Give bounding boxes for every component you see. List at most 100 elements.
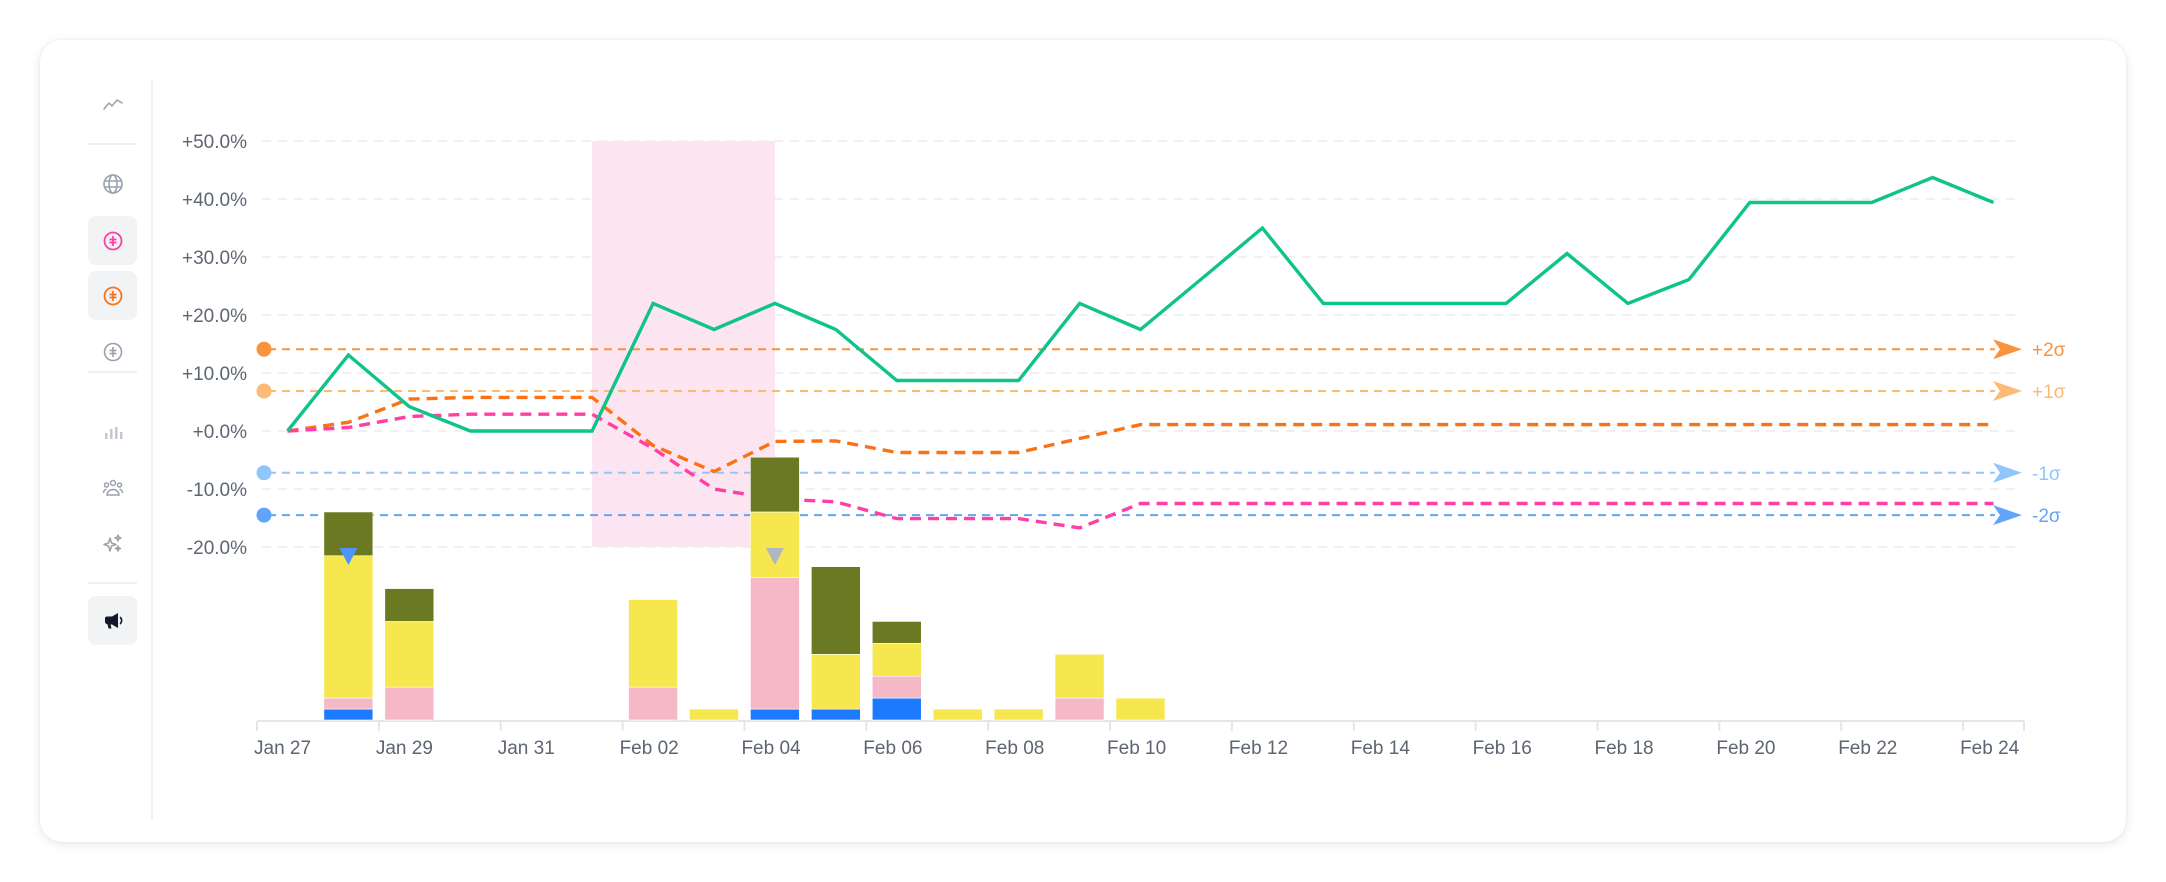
bar-segment-blue (871, 697, 922, 721)
sigma-handle[interactable] (256, 507, 272, 523)
sigma-label: -1σ (2032, 464, 2061, 485)
sidebar-divider (88, 582, 137, 584)
x-tick-label: Jan 29 (376, 738, 433, 759)
sparkles-button[interactable] (88, 519, 137, 568)
sigma-line-plus1sigma[interactable]: +1σ (256, 380, 2066, 403)
sigma-line-plus2sigma[interactable]: +2σ (256, 339, 2066, 361)
bar-segment-yellow (384, 621, 435, 688)
arrow-right-icon (1993, 462, 2022, 483)
sidebar (40, 40, 152, 842)
x-tick-label: Jan 31 (498, 738, 555, 759)
stacked-bar[interactable] (384, 588, 435, 721)
bar-segment-olive (871, 621, 922, 644)
sigma-label: +2σ (2032, 340, 2066, 361)
event-marker-triangle-icon[interactable] (339, 548, 358, 565)
sigma-line-minus2sigma[interactable]: -2σ (256, 505, 2061, 527)
stacked-bar[interactable] (811, 566, 861, 721)
arrow-right-icon (1993, 505, 2022, 526)
sidebar-divider (88, 143, 137, 145)
bar-chart-button[interactable] (88, 406, 137, 455)
x-tick-label: Feb 08 (985, 738, 1044, 759)
pink-split-circle-icon (103, 231, 122, 250)
highlight-range (592, 141, 775, 547)
bar-segment-olive (750, 456, 800, 513)
y-tick-label: +30.0% (182, 248, 247, 269)
bar-segment-pink (1054, 697, 1105, 721)
bar-segment-blue (811, 708, 861, 721)
bar-segment-pink (323, 697, 374, 710)
globe-icon (102, 173, 123, 194)
bar-segment-pink (871, 675, 922, 699)
x-tick-label: Feb 14 (1351, 738, 1411, 759)
bar-segment-olive (384, 588, 435, 622)
bar-segment-yellow (628, 599, 678, 688)
x-tick-label: Jan 27 (254, 738, 311, 759)
sigma-handle[interactable] (256, 341, 272, 357)
bar-segment-yellow (323, 555, 374, 699)
stacked-bar[interactable] (323, 511, 374, 721)
bar-segment-yellow (1054, 653, 1105, 699)
x-tick-label: Feb 04 (741, 738, 801, 759)
gray-split-circle-icon (103, 342, 122, 361)
pink-series-line[interactable] (287, 412, 1994, 530)
arrow-right-icon (1993, 380, 2022, 401)
globe-button[interactable] (88, 159, 137, 208)
x-tick-label: Feb 10 (1107, 738, 1166, 759)
sparkles-icon (102, 533, 122, 552)
sidebar-separator (151, 80, 153, 820)
orange-split-circle-icon (103, 286, 122, 305)
stacked-bar[interactable] (1115, 697, 1166, 721)
bar-segment-yellow (932, 708, 983, 721)
arrow-right-icon (1993, 339, 2022, 360)
y-tick-label: +20.0% (182, 306, 247, 327)
gray-series-button[interactable] (88, 327, 137, 376)
announcements-button[interactable] (88, 596, 137, 645)
stacked-bar[interactable] (1054, 653, 1105, 721)
bar-segment-yellow (811, 653, 861, 710)
stacked-bar[interactable] (871, 621, 922, 721)
stacked-bar[interactable] (932, 708, 983, 721)
megaphone-icon (104, 612, 122, 628)
bar-segment-yellow (871, 643, 922, 677)
trend-view-button[interactable] (88, 80, 137, 129)
event-marker-triangle-icon[interactable] (765, 548, 784, 565)
sigma-handle[interactable] (256, 383, 272, 399)
y-tick-label: +0.0% (193, 422, 248, 443)
x-tick-label: Feb 06 (863, 738, 922, 759)
orange-series-line[interactable] (287, 395, 1994, 474)
bar-segment-olive (811, 566, 861, 655)
stacked-bar[interactable] (993, 708, 1044, 721)
bar-segment-pink (384, 686, 435, 721)
sigma-line-minus1sigma[interactable]: -1σ (256, 462, 2061, 485)
x-tick-label: Feb 24 (1960, 738, 2020, 759)
x-tick-label: Feb 22 (1838, 738, 1897, 759)
pink-series-button[interactable] (88, 216, 137, 265)
trend-icon (102, 98, 123, 110)
stacked-bar[interactable] (689, 708, 739, 721)
y-tick-label: -20.0% (187, 538, 247, 559)
x-tick-label: Feb 18 (1594, 738, 1653, 759)
stacked-bar[interactable] (628, 599, 678, 721)
green-series-line[interactable] (286, 175, 1995, 433)
stacked-bar[interactable] (750, 456, 800, 721)
bar-segment-yellow (993, 708, 1044, 721)
users-icon (102, 479, 123, 496)
sidebar-divider (88, 371, 137, 373)
bar-segment-yellow (750, 511, 800, 578)
x-tick-label: Feb 12 (1229, 738, 1288, 759)
y-tick-label: -10.0% (187, 480, 247, 501)
sigma-label: +1σ (2032, 382, 2066, 403)
y-tick-label: +40.0% (182, 190, 247, 211)
x-tick-label: Feb 20 (1716, 738, 1775, 759)
y-tick-label: +10.0% (182, 364, 247, 385)
sigma-handle[interactable] (256, 465, 272, 481)
sigma-label: -2σ (2032, 506, 2061, 527)
bar-chart-icon (104, 426, 122, 439)
bar-segment-yellow (1115, 697, 1166, 721)
bar-segment-yellow (689, 708, 739, 721)
bar-segment-blue (750, 708, 800, 721)
orange-series-button[interactable] (88, 271, 137, 320)
users-button[interactable] (88, 463, 137, 512)
x-tick-label: Feb 16 (1473, 738, 1532, 759)
